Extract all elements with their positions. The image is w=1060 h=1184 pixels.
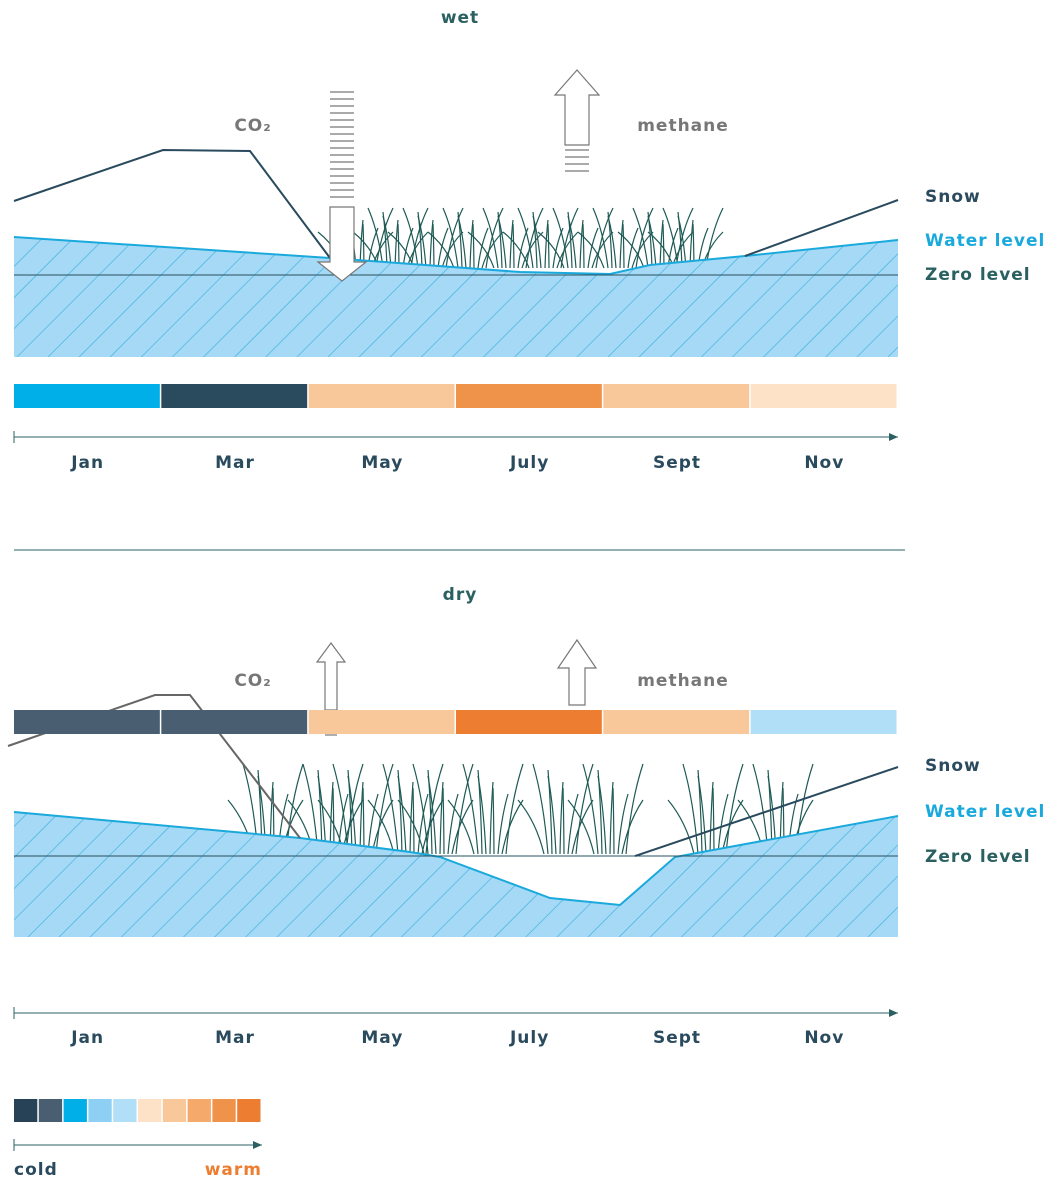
month-label: Sept [653,1028,701,1048]
grass-blade [538,232,564,268]
grass [448,764,523,854]
grass-blade [548,224,549,268]
month-label: July [509,453,549,473]
month-label: Nov [804,1028,844,1048]
grass-blade [368,800,394,854]
legend-swatch [212,1099,235,1122]
grass [398,764,473,854]
grass-blade [493,788,494,854]
month-label: Mar [215,453,255,473]
grass-blade [583,224,584,268]
month-bar [14,710,160,734]
arrow-body [558,640,596,705]
month-bar [161,384,307,408]
warm-label: warm [205,1160,262,1180]
grass-blade [443,788,444,854]
month-bar [751,710,897,734]
cold-label: cold [14,1160,58,1180]
month-label: May [361,453,403,473]
legend-swatch [138,1099,161,1122]
grass-blade [623,224,624,268]
grass [518,764,593,854]
grass-blade [713,788,714,854]
grass-blade [506,764,523,854]
grass-blade [398,224,399,268]
grass-blade [563,788,564,854]
legend-swatch [113,1099,136,1122]
month-label: Mar [215,1028,255,1048]
methane-label: methane [637,116,729,136]
legend-swatch [237,1099,260,1122]
month-bar [14,384,160,408]
month-bar [456,710,602,734]
grass-blade [626,764,643,854]
grass-blade [413,788,414,854]
snow-label: Snow [925,756,981,776]
month-bar [309,710,455,734]
month-bar [603,384,749,408]
grass-blade [503,232,529,268]
panel-title: dry [443,585,478,605]
zero-level-label: Zero level [925,265,1031,285]
month-label: Sept [653,453,701,473]
grass-blade [668,800,694,854]
legend-swatch [39,1099,62,1122]
legend-swatch [88,1099,111,1122]
water-level-label: Water level [925,231,1045,251]
co2-label: CO₂ [234,116,271,136]
legend-swatch [64,1099,87,1122]
month-label: Jan [70,453,104,473]
grass-blade [518,800,544,854]
zero-level-label: Zero level [925,847,1031,867]
grass [568,764,643,854]
arrow-body [555,70,599,145]
grass-blade [613,788,614,854]
legend-swatch [188,1099,211,1122]
month-bar [751,384,897,408]
arrow-body [317,643,345,710]
month-label: Nov [804,453,844,473]
month-label: July [509,1028,549,1048]
grass-blade [663,224,664,268]
grass-blade [448,800,474,854]
grass-blade [433,224,434,268]
panel-title: wet [441,8,479,28]
grass [318,764,393,854]
grass-blade [568,800,594,854]
month-label: May [361,1028,403,1048]
diagram: wet CO₂ methane Snow Water level Zero level Ja… [0,0,1060,1184]
legend-swatch [163,1099,186,1122]
month-bar [456,384,602,408]
water-level-label: Water level [925,802,1045,822]
snow-label: Snow [925,187,981,207]
grass-blade [363,788,364,854]
flux-arrow [555,70,599,171]
month-label: Jan [70,1028,104,1048]
grass-blade [726,764,743,854]
grass-blade [473,224,474,268]
month-bar [309,384,455,408]
methane-label: methane [637,671,729,691]
co2-label: CO₂ [234,671,271,691]
grass-blade [513,224,514,268]
month-bar [603,710,749,734]
month-bar [161,710,307,734]
legend-swatch [14,1099,37,1122]
